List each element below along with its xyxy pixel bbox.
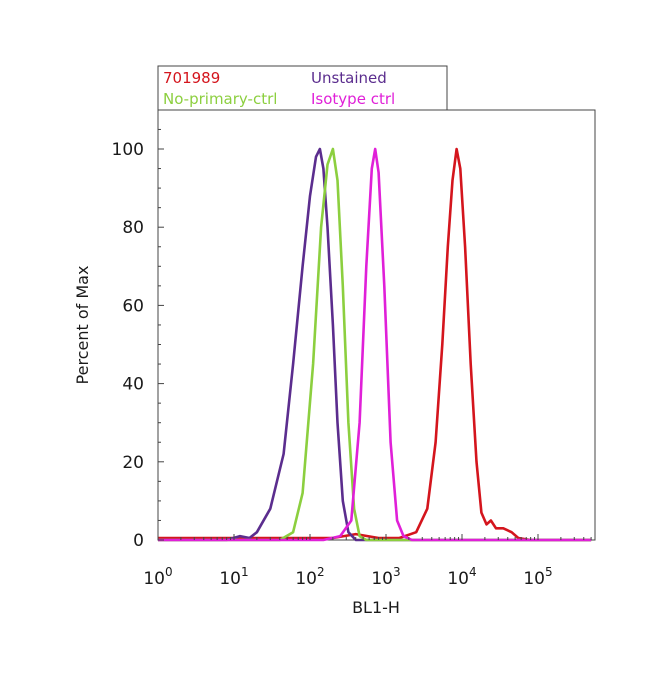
- x-tick-label: 101: [219, 565, 248, 589]
- legend-entry-unstained: Unstained: [311, 69, 387, 87]
- x-tick-label: 104: [447, 565, 476, 589]
- y-tick-label: 20: [122, 453, 144, 473]
- y-axis: 0 20 40 60 80 100: [112, 128, 164, 551]
- series-line-no-primary-ctrl: [158, 147, 592, 542]
- y-tick-label: 60: [122, 296, 144, 316]
- legend: 701989 Unstained No-primary-ctrl Isotype…: [157, 65, 448, 111]
- plot-area: [157, 109, 596, 541]
- legend-entry-701989: 701989: [163, 69, 220, 87]
- x-tick-label: 103: [371, 565, 400, 589]
- y-tick-label: 0: [133, 531, 144, 551]
- x-axis: 100 101 102 103 104 105: [143, 534, 592, 589]
- series-line-isotype-ctrl: [158, 147, 592, 542]
- series-line-unstained: [158, 147, 592, 542]
- legend-entry-no-primary-ctrl: No-primary-ctrl: [163, 90, 277, 108]
- y-axis-title: Percent of Max: [73, 266, 92, 385]
- y-tick-label: 100: [112, 140, 144, 160]
- legend-entry-isotype-ctrl: Isotype ctrl: [311, 90, 395, 108]
- x-tick-label: 105: [523, 565, 552, 589]
- series-layer: [158, 147, 592, 542]
- y-tick-label: 40: [122, 375, 144, 395]
- series-line-701989: [158, 147, 592, 542]
- x-tick-label: 100: [143, 565, 172, 589]
- legend-box: [157, 65, 448, 111]
- x-tick-label: 102: [295, 565, 324, 589]
- y-tick-label: 80: [122, 218, 144, 238]
- x-axis-title: BL1-H: [352, 598, 400, 617]
